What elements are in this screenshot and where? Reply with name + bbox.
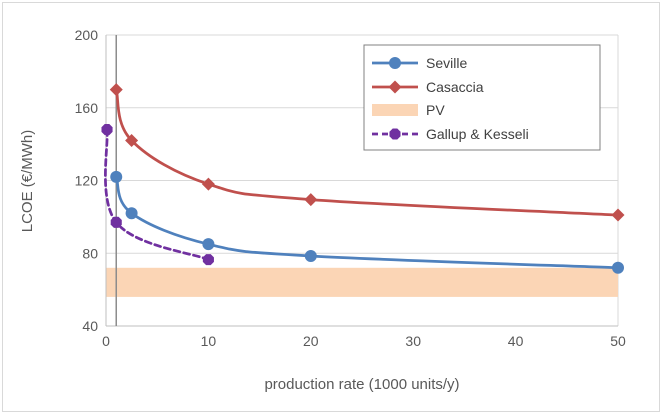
legend-item-gallup-kesseli: Gallup & Kesseli (372, 126, 529, 142)
y-axis-title: LCOE (€/MWh) (19, 130, 36, 233)
data-point-seville (202, 238, 215, 251)
legend-label-pv: PV (426, 102, 445, 118)
data-point-seville (110, 170, 123, 183)
bands (106, 267, 618, 297)
data-point-gallup-kesseli (110, 216, 122, 228)
y-tick-label: 120 (75, 173, 99, 189)
x-tick-label: 30 (405, 333, 421, 349)
data-point-casaccia (125, 133, 139, 147)
legend-item-pv: PV (372, 102, 445, 118)
data-point-seville (125, 207, 138, 220)
legend-marker-casaccia (388, 80, 402, 94)
legend-label-seville: Seville (426, 55, 467, 71)
legend-item-seville: Seville (372, 55, 467, 71)
x-tick-label: 0 (102, 333, 110, 349)
data-point-seville (304, 249, 317, 262)
legend-label-gallup-kesseli: Gallup & Kesseli (426, 126, 529, 142)
x-tick-label: 50 (610, 333, 626, 349)
data-point-casaccia (201, 177, 215, 191)
y-tick-label: 200 (75, 27, 99, 43)
tick-labels: 40 80 120 160 200 0 10 20 30 40 50 (75, 27, 626, 349)
series-line-seville (114, 175, 620, 270)
data-point-casaccia (304, 193, 318, 207)
series-casaccia (109, 83, 625, 222)
y-tick-label: 160 (75, 100, 99, 116)
x-tick-label: 40 (508, 333, 524, 349)
band-pv (106, 267, 618, 297)
legend-item-casaccia: Casaccia (372, 79, 484, 95)
legend-marker-gallup-kesseli (389, 128, 401, 140)
x-tick-label: 20 (303, 333, 319, 349)
legend-swatch-pv (372, 104, 418, 116)
series (101, 83, 625, 274)
y-tick-label: 80 (82, 245, 98, 261)
data-point-casaccia (611, 208, 625, 222)
legend: Seville Casaccia PV Gallup & Kesseli (363, 44, 601, 151)
data-point-casaccia (109, 83, 123, 97)
series-gallup-kesseli (101, 124, 214, 266)
y-tick-label: 40 (82, 318, 98, 334)
data-point-seville (612, 261, 624, 274)
series-seville (110, 170, 624, 274)
legend-label-casaccia: Casaccia (426, 79, 484, 95)
legend-marker-seville (389, 57, 401, 69)
legend-items: Seville Casaccia PV Gallup & Kesseli (372, 55, 529, 142)
data-point-gallup-kesseli (101, 124, 113, 136)
x-axis-title: production rate (1000 units/y) (264, 376, 459, 393)
data-point-gallup-kesseli (202, 254, 214, 266)
x-tick-label: 10 (201, 333, 217, 349)
